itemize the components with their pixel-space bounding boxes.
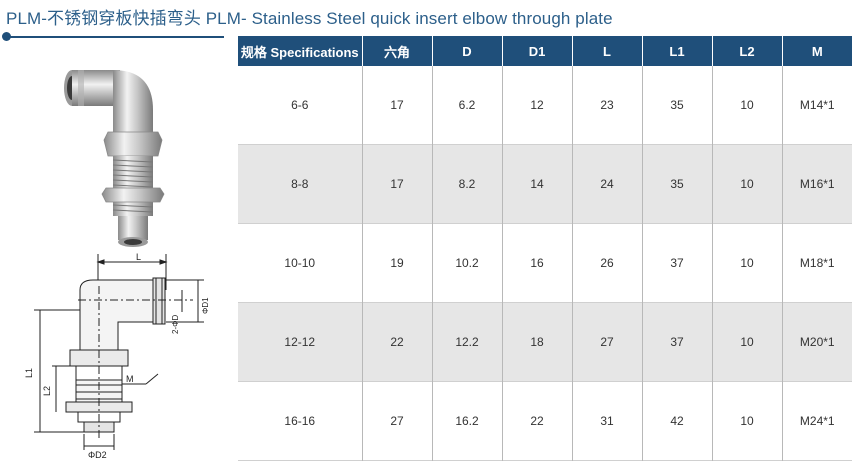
header-m: M: [782, 36, 852, 66]
cell-d: 10.2: [432, 223, 503, 303]
cell-l1: 37: [642, 223, 713, 303]
cell-l: 23: [572, 66, 643, 145]
dim-M-label: M: [126, 374, 134, 384]
technical-drawing: L 2-ΦD ΦD1 L1 L2 M ΦD2: [24, 252, 210, 458]
cell-d: 16.2: [432, 381, 503, 461]
cell-l2: 10: [712, 66, 783, 145]
dim-L-label: L: [136, 252, 141, 262]
table-row: 10-10 19 10.2 16 26 37 10 M18*1: [238, 223, 852, 303]
table-row: 12-12 22 12.2 18 27 37 10 M20*1: [238, 302, 852, 382]
cell-l: 26: [572, 223, 643, 303]
dim-D2-label: ΦD2: [88, 450, 107, 458]
cell-spec: 10-10: [238, 223, 363, 303]
cell-hex: 22: [362, 302, 433, 382]
table-header-row: 规格 Specifications 六角 D D1 L L1 L2 M: [238, 36, 852, 66]
cell-m: M24*1: [799, 414, 835, 428]
cell-l1: 42: [642, 381, 713, 461]
table-row: 8-8 17 8.2 14 24 35 10 M16*1: [238, 144, 852, 224]
cell-hex: 17: [362, 66, 433, 145]
cell-m: M14*1: [799, 98, 835, 112]
specifications-table: 规格 Specifications 六角 D D1 L L1 L2 M 6-6 …: [238, 36, 852, 461]
table-row: 16-16 27 16.2 22 31 42 10 M24*1: [238, 381, 852, 461]
cell-d: 8.2: [432, 144, 503, 224]
cell-l2: 10: [712, 223, 783, 303]
cell-d1: 18: [502, 302, 573, 382]
dim-D1-label: ΦD1: [201, 297, 210, 314]
cell-spec: 12-12: [238, 302, 363, 382]
cell-l2: 10: [712, 302, 783, 382]
cell-d1: 12: [502, 66, 573, 145]
cell-m: M20*1: [782, 302, 852, 382]
header-d1: D1: [502, 36, 573, 66]
page-title: PLM-不锈钢穿板快插弯头 PLM- Stainless Steel quick…: [6, 9, 613, 28]
dim-L2-label: L2: [42, 386, 52, 396]
product-photo: [64, 70, 165, 247]
dim-L1-label: L1: [24, 368, 34, 378]
header-specifications: 规格 Specifications: [238, 36, 363, 66]
cell-hex: 17: [362, 144, 433, 224]
cell-d1: 14: [502, 144, 573, 224]
title-underline: [4, 36, 224, 38]
cell-d1: 16: [502, 223, 573, 303]
cell-d: 6.2: [432, 66, 503, 145]
cell-spec: 16-16: [238, 381, 363, 461]
cell-l: 31: [572, 381, 643, 461]
cell-m: M18*1: [799, 256, 835, 270]
header-l1: L1: [642, 36, 713, 66]
cell-m: M16*1: [782, 144, 852, 224]
header-hex: 六角: [362, 36, 433, 66]
table-row: 6-6 17 6.2 12 23 35 10 M14*1: [238, 66, 852, 145]
header-d: D: [432, 36, 503, 66]
cell-hex: 27: [362, 381, 433, 461]
cell-l1: 37: [642, 302, 713, 382]
cell-d1: 22: [502, 381, 573, 461]
cell-l2: 10: [712, 144, 783, 224]
cell-l2: 10: [712, 381, 783, 461]
cell-hex: 19: [362, 223, 433, 303]
cell-l: 24: [572, 144, 643, 224]
header-l: L: [572, 36, 643, 66]
dim-D-label: 2-ΦD: [171, 315, 180, 334]
cell-spec: 6-6: [238, 66, 363, 145]
header-l2: L2: [712, 36, 783, 66]
cell-l: 27: [572, 302, 643, 382]
cell-l1: 35: [642, 66, 713, 145]
cell-l1: 35: [642, 144, 713, 224]
cell-spec: 8-8: [238, 144, 363, 224]
cell-d: 12.2: [432, 302, 503, 382]
